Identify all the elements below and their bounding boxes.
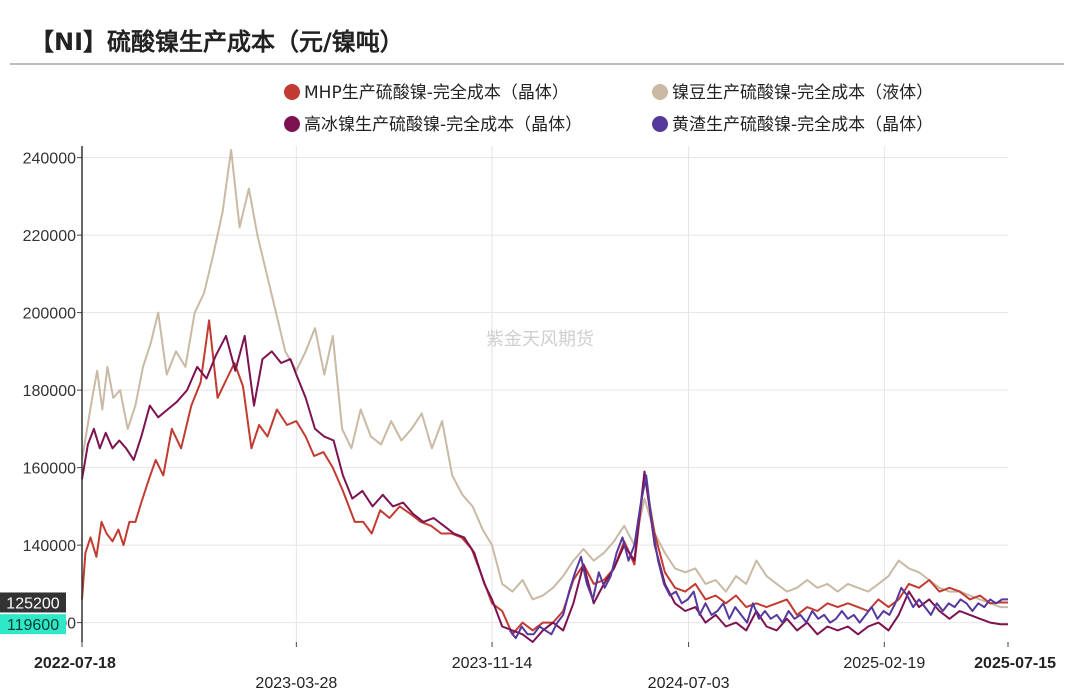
y-tick-label: 200000 [23,306,76,323]
series-line-nickel-bean [81,148,1008,609]
last-value-badge: 119600 [7,617,59,634]
y-tick-label: 220000 [23,228,76,245]
legend-item-nickel-bean[interactable]: 镍豆生产硫酸镍-完全成本（液体） [652,78,933,103]
series-line-matte [81,334,1008,643]
last-value-badge-bg [0,614,66,635]
y-tick-label: 140000 [23,538,76,555]
x-tick-label: 2025-07-15 [974,655,1056,672]
series-line-yellow-slag [509,474,1008,640]
series-line-mhp [81,319,1008,636]
legend-label-mhp: MHP生产硫酸镍-完全成本（晶体） [304,83,569,103]
chart-title: 【NI】硫酸镍生产成本（元/镍吨） [30,28,404,56]
x-tick-label: 2023-03-28 [255,675,337,692]
x-tick-label: 2022-07-18 [34,655,116,672]
legend-item-yellow-slag[interactable]: 黄渣生产硫酸镍-完全成本（晶体） [652,110,933,135]
legend-label-nickel-bean: 镍豆生产硫酸镍-完全成本（液体） [672,83,934,103]
legend-marker-matte [284,116,300,132]
legend-marker-mhp [284,84,300,100]
y-tick-label: 240000 [23,151,76,168]
legend-item-mhp[interactable]: MHP生产硫酸镍-完全成本（晶体） [284,78,569,103]
grid-lines [82,146,1008,642]
last-value-badge: 125200 [6,595,59,612]
legend-marker-nickel-bean [652,84,668,100]
last-value-badge-bg [0,592,66,613]
legend-marker-yellow-slag [652,116,668,132]
watermark: 紫金天风期货 [486,329,594,350]
x-tick-label: 2024-07-03 [648,675,730,692]
y-tick-label: 160000 [23,461,76,478]
series-layer [81,148,1008,643]
x-tick-label: 2023-11-14 [452,655,533,672]
title-divider [10,63,1064,65]
legend-item-matte[interactable]: 高冰镍生产硫酸镍-完全成本（晶体） [284,110,582,135]
legend-label-yellow-slag: 黄渣生产硫酸镍-完全成本（晶体） [672,115,934,135]
last-value-badges: 125200 119600 [0,592,66,635]
x-tick-label: 2025-02-19 [843,655,925,672]
y-tick-label: 180000 [23,383,76,400]
legend-label-matte: 高冰镍生产硫酸镍-完全成本（晶体） [304,115,583,135]
